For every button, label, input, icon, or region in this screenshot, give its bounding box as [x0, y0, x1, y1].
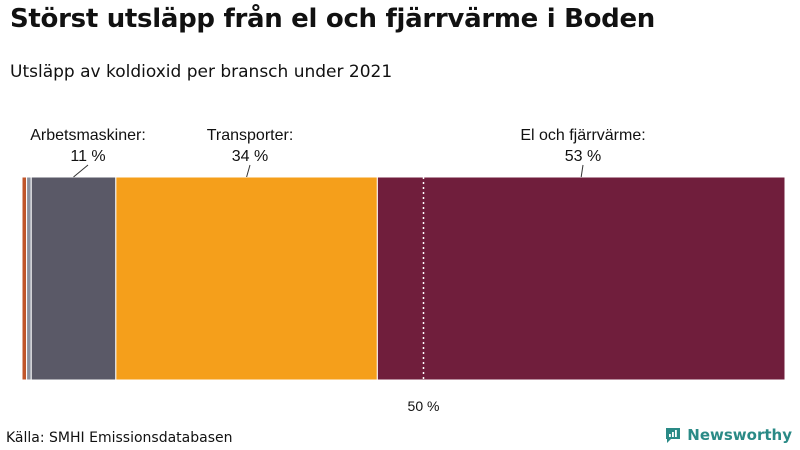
brand-name: Newsworthy	[687, 426, 792, 444]
bar-segments	[21, 176, 786, 381]
segment-labels: Arbetsmaskiner: 11 % Transporter: 34 % El oc…	[30, 127, 646, 178]
label-leader-line	[73, 164, 89, 178]
segment-category-label: Transporter:	[207, 127, 294, 144]
segment-category-label: Arbetsmaskiner:	[30, 127, 146, 144]
bar-segment	[26, 176, 32, 381]
bar-segment	[30, 176, 117, 381]
label-leader-line	[580, 164, 584, 178]
chart-subtitle: Utsläpp av koldioxid per bransch under 2…	[10, 62, 393, 82]
reference-line-label: 50 %	[408, 398, 440, 414]
brand-logo: Newsworthy	[664, 426, 792, 444]
segment-value-label: 53 %	[565, 148, 601, 165]
label-leader-line	[246, 164, 251, 178]
segment-category-label: El och fjärrvärme:	[520, 127, 645, 144]
chart-title: Störst utsläpp från el och fjärrvärme i …	[10, 4, 656, 34]
segment-value-label: 34 %	[232, 148, 268, 165]
segment-value-label: 11 %	[70, 148, 105, 165]
bar-segment	[115, 176, 378, 381]
bar-segment	[376, 176, 786, 381]
newsworthy-logo-icon	[666, 428, 681, 443]
reference-line-group: 50 %	[408, 177, 440, 414]
source-note: Källa: SMHI Emissionsdatabasen	[6, 430, 233, 446]
bar-segment	[21, 176, 28, 381]
